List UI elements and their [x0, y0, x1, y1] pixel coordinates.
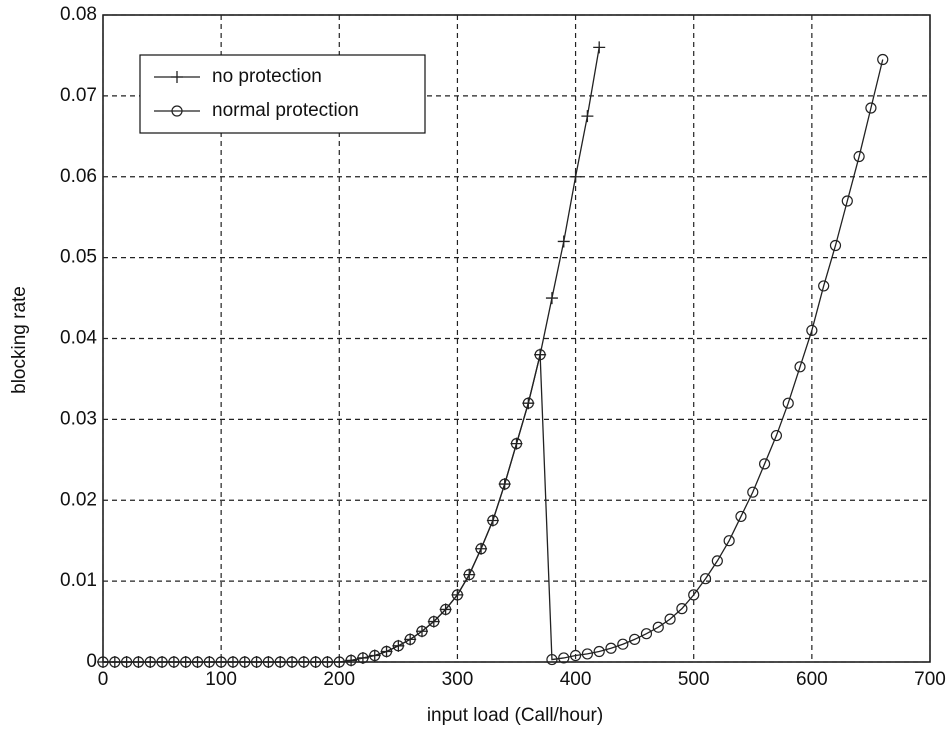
marker-circle [794, 361, 806, 373]
marker-plus [545, 292, 558, 305]
marker-circle [818, 280, 830, 292]
marker-circle [723, 535, 735, 547]
marker-circle [629, 633, 641, 645]
marker-circle [215, 656, 227, 668]
y-tick-label: 0.01 [60, 570, 97, 591]
marker-circle [132, 656, 145, 668]
marker-circle [250, 656, 263, 668]
marker-circle [380, 645, 393, 658]
marker-circle [770, 429, 783, 442]
marker-circle [298, 656, 310, 668]
marker-circle [451, 589, 464, 601]
marker-circle [806, 324, 818, 337]
marker-circle [416, 625, 428, 637]
marker-circle [203, 656, 215, 668]
y-tick-label: 0 [86, 651, 97, 672]
marker-circle [522, 397, 534, 409]
legend-box [139, 54, 426, 134]
series-line [103, 59, 884, 663]
marker-circle [534, 349, 546, 361]
legend-label: normal protection [212, 100, 359, 121]
marker-circle [853, 150, 865, 163]
marker-plus [569, 170, 582, 183]
y-tick-label: 0.04 [60, 328, 97, 349]
y-tick-label: 0.07 [60, 85, 97, 106]
marker-circle [581, 648, 593, 660]
y-tick-label: 0.05 [60, 247, 97, 268]
marker-circle [262, 656, 274, 668]
marker-circle [475, 543, 487, 555]
marker-circle [357, 652, 369, 664]
marker-circle [841, 195, 853, 207]
marker-circle [688, 589, 700, 601]
series-line [103, 47, 600, 663]
marker-circle [156, 656, 168, 668]
marker-circle [593, 645, 605, 658]
marker-circle [640, 628, 653, 640]
y-tick-label: 0.06 [60, 166, 97, 187]
marker-circle [321, 656, 334, 668]
marker-plus [581, 110, 594, 123]
marker-circle [286, 656, 298, 668]
x-tick-label: 100 [205, 669, 237, 690]
marker-circle [699, 573, 712, 585]
x-tick-label: 600 [796, 669, 828, 690]
marker-circle [144, 656, 156, 668]
x-tick-label: 500 [678, 669, 710, 690]
marker-circle [605, 642, 617, 654]
y-axis-label: blocking rate [9, 286, 30, 394]
marker-circle [345, 654, 357, 666]
marker-circle [227, 656, 239, 668]
marker-circle [676, 603, 688, 615]
marker-circle [274, 656, 286, 668]
marker-circle [664, 613, 676, 625]
marker-circle [97, 656, 109, 668]
marker-circle [877, 53, 889, 66]
marker-circle [569, 649, 582, 662]
x-tick-label: 200 [323, 669, 355, 690]
legend-label: no protection [212, 66, 322, 87]
marker-circle [782, 397, 794, 409]
x-tick-label: 0 [98, 669, 109, 690]
marker-circle [121, 656, 133, 668]
marker-circle [652, 621, 664, 633]
marker-circle [180, 656, 192, 668]
marker-circle [829, 239, 842, 252]
marker-circle [747, 486, 759, 498]
marker-circle [865, 102, 877, 114]
x-tick-label: 700 [914, 669, 946, 690]
marker-plus [557, 235, 570, 248]
x-tick-label: 400 [560, 669, 592, 690]
y-tick-label: 0.02 [60, 489, 97, 510]
y-tick-label: 0.08 [60, 4, 97, 25]
marker-circle [558, 652, 570, 664]
marker-circle [239, 656, 251, 668]
marker-circle [191, 656, 204, 668]
marker-circle [333, 656, 345, 668]
marker-circle [404, 633, 416, 645]
x-tick-label: 300 [442, 669, 474, 690]
marker-circle [109, 656, 121, 668]
marker-circle [392, 640, 404, 652]
marker-circle [369, 649, 381, 662]
marker-circle [735, 510, 747, 523]
marker-circle [617, 638, 629, 650]
marker-circle [171, 105, 183, 117]
marker-circle [428, 615, 440, 628]
marker-circle [463, 569, 475, 581]
marker-circle [310, 656, 322, 668]
marker-circle [510, 438, 523, 450]
y-tick-label: 0.03 [60, 408, 97, 429]
marker-circle [168, 656, 180, 668]
marker-circle [546, 653, 558, 666]
marker-plus [593, 41, 606, 54]
marker-circle [499, 478, 511, 490]
marker-circle [711, 555, 723, 567]
x-axis-label: input load (Call/hour) [427, 705, 603, 726]
marker-circle [440, 603, 452, 616]
marker-circle [758, 458, 771, 470]
marker-plus [171, 71, 183, 83]
marker-circle [487, 514, 499, 527]
